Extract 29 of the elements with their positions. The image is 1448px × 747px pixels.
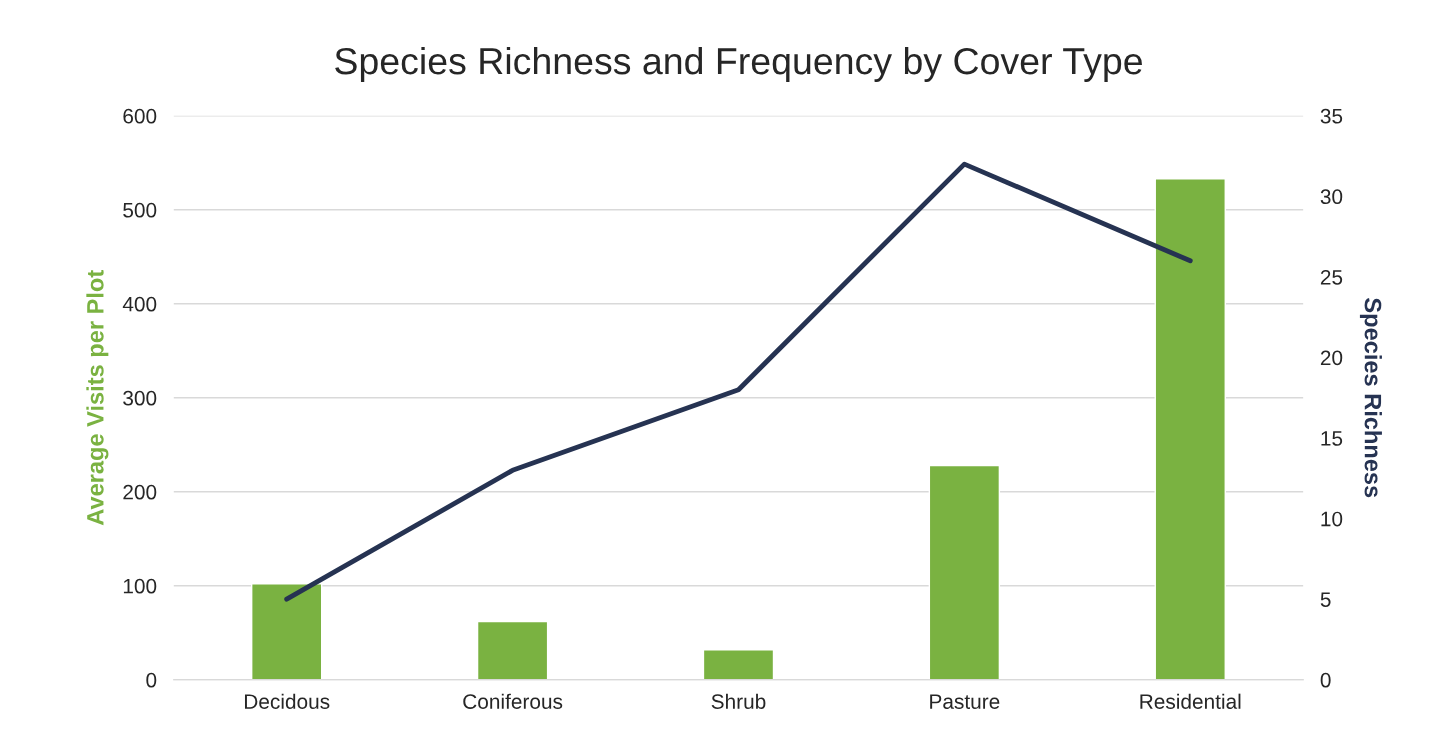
y2-tick-label: 35: [1320, 108, 1343, 124]
y2-tick-label: 25: [1320, 269, 1343, 285]
bar: [928, 464, 1001, 680]
y2-tick-label: 0: [1320, 672, 1331, 688]
y2-tick-label: 15: [1321, 431, 1343, 446]
y-tick-label: 600: [123, 108, 157, 124]
bar: [702, 648, 775, 680]
y-tick-label: 400: [122, 296, 157, 312]
y-tick-label: 0: [146, 672, 157, 688]
bar: [476, 620, 549, 680]
bar: [1154, 178, 1226, 680]
y-axis-title: Average Visits per Plot: [86, 270, 109, 526]
x-tick-label: Decidous: [244, 693, 330, 709]
y2-tick-label: 20: [1320, 350, 1343, 366]
y-tick-label: 300: [123, 390, 157, 406]
y-tick-label: 500: [123, 202, 157, 218]
bar: [250, 583, 323, 680]
x-tick-label: Shrub: [711, 693, 766, 709]
line-series: [284, 161, 1193, 602]
chart-title: Species Richness and Frequency by Cover Type: [335, 46, 1142, 82]
y2-tick-label: 5: [1320, 592, 1331, 607]
x-tick-label: Pasture: [930, 694, 1000, 709]
y-tick-label: 100: [123, 578, 157, 594]
y-tick-label: 200: [123, 484, 157, 500]
x-tick-label: Coniferous: [463, 693, 563, 709]
y2-tick-label: 30: [1320, 189, 1343, 205]
y2-tick-label: 10: [1321, 511, 1343, 527]
y2-axis-title: Species Richness: [1359, 298, 1382, 498]
x-tick-label: Residential: [1140, 693, 1241, 709]
